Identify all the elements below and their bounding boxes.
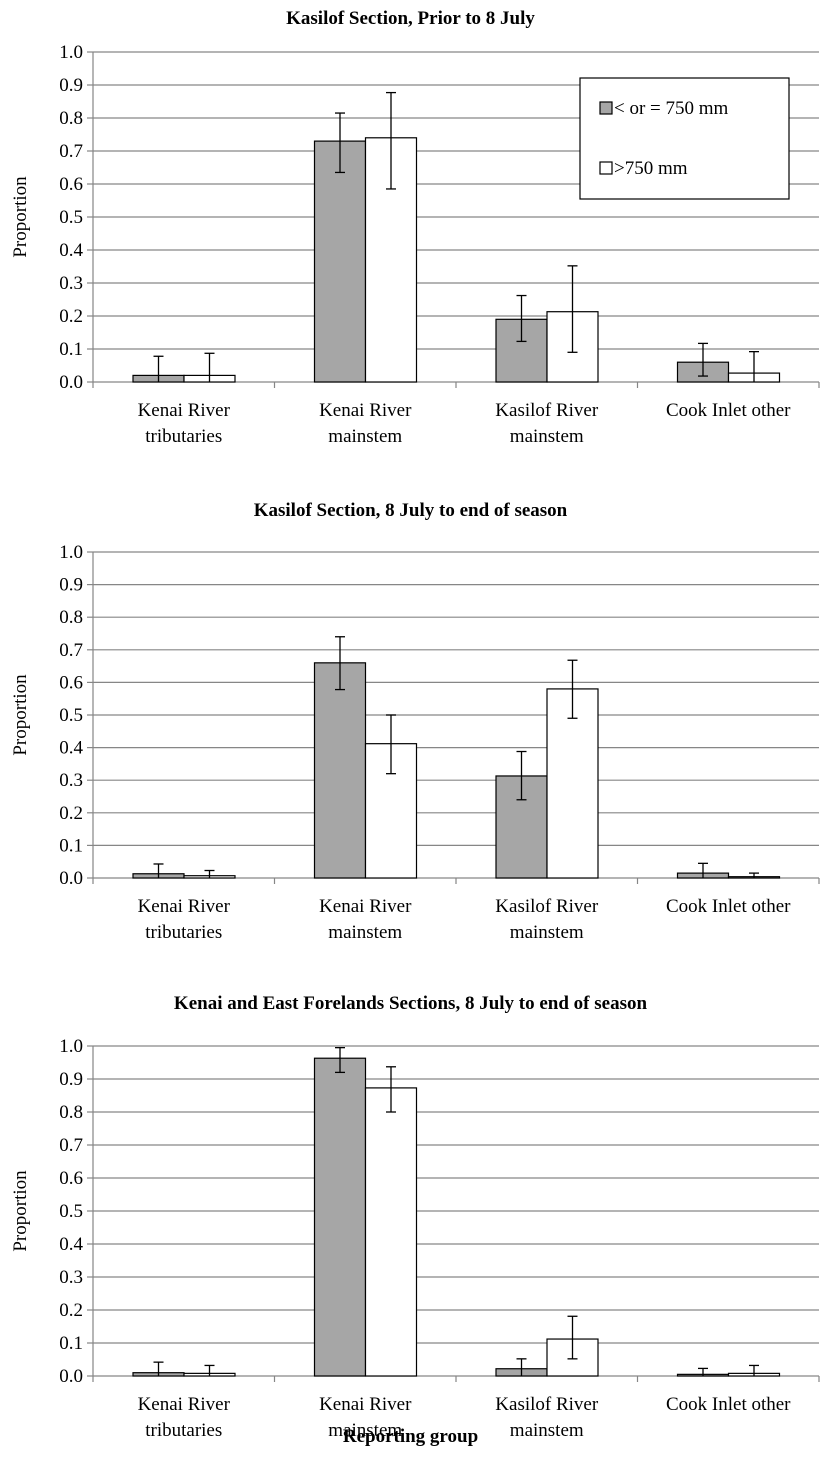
y-axis-label: Proportion [10,674,31,756]
x-tick-label: mainstem [510,426,584,447]
y-tick-label: 0.1 [59,339,83,360]
legend-label: < or = 750 mm [614,98,729,119]
bar [364,1087,418,1377]
y-tick-label: 0.5 [59,1201,83,1222]
x-tick-label: Kenai River [319,400,412,421]
y-axis-label: Proportion [10,176,31,258]
legend-swatch [599,101,613,115]
y-tick-label: 0.9 [59,75,83,96]
chart-3-title: Kenai and East Forelands Sections, 8 Jul… [173,993,648,1014]
bar [313,662,367,879]
x-tick-label: mainstem [328,426,402,447]
y-tick-label: 0.7 [59,640,83,661]
x-tick-label: Kasilof River [495,400,599,421]
y-tick-label: 0.4 [59,738,83,759]
chart-2-title: Kasilof Section, 8 July to end of season [253,500,568,521]
y-tick-label: 0.3 [59,1267,83,1288]
x-tick-label: Kenai River [319,896,412,917]
x-tick-label: tributaries [145,1420,222,1441]
y-tick-label: 0.0 [59,1366,83,1387]
x-tick-label: Kenai River [319,1394,412,1415]
y-tick-label: 1.0 [59,542,83,563]
x-tick-label: tributaries [145,922,222,943]
y-tick-label: 0.9 [59,575,83,596]
y-tick-label: 0.2 [59,1300,83,1321]
chart-1-title: Kasilof Section, Prior to 8 July [286,8,535,29]
y-tick-label: 1.0 [59,1036,83,1057]
y-tick-label: 0.2 [59,803,83,824]
y-tick-label: 0.6 [59,672,83,693]
y-tick-label: 0.3 [59,273,83,294]
y-axis-label: Proportion [10,1170,31,1252]
y-tick-label: 1.0 [59,42,83,63]
legend-swatch [599,161,613,175]
y-tick-label: 0.6 [59,174,83,195]
chart-3: 0.0 0.1 0.2 0.3 0.4 0.5 0.6 0.7 0.8 0.9 1.0 Proport… [10,1036,820,1441]
y-tick-label: 0.0 [59,372,83,393]
y-tick-label: 0.1 [59,1333,83,1354]
y-tick-label: 0.8 [59,607,83,628]
x-tick-label: mainstem [328,1420,402,1441]
x-tick-label: tributaries [145,426,222,447]
x-tick-label: mainstem [510,922,584,943]
y-tick-label: 0.8 [59,1102,83,1123]
x-tick-label: mainstem [328,922,402,943]
bar [313,140,367,383]
x-tick-label: Kasilof River [495,1394,599,1415]
x-tick-label: Cook Inlet other [666,1394,791,1415]
y-tick-label: 0.3 [59,770,83,791]
y-tick-label: 0.4 [59,240,83,261]
x-tick-label: Cook Inlet other [666,400,791,421]
y-tick-label: 0.7 [59,141,83,162]
chart-2: 0.0 0.1 0.2 0.3 0.4 0.5 0.6 0.7 0.8 0.9 1.0 Proport… [10,542,820,943]
y-tick-label: 0.5 [59,207,83,228]
x-axis-label: Reporting group [342,1426,479,1447]
y-tick-label: 0.6 [59,1168,83,1189]
x-tick-label: Kasilof River [495,896,599,917]
y-tick-label: 0.2 [59,306,83,327]
x-tick-label: Kenai River [138,896,231,917]
y-tick-label: 0.9 [59,1069,83,1090]
chart-1: 0.0 0.1 0.2 0.3 0.4 0.5 0.6 0.7 0.8 0.9 1.0 Proport… [10,42,820,447]
y-tick-label: 0.7 [59,1135,83,1156]
legend-box [579,77,790,200]
y-tick-label: 0.4 [59,1234,83,1255]
bar [546,688,599,879]
x-tick-label: Kenai River [138,1394,231,1415]
x-tick-label: Kenai River [138,400,231,421]
bar [313,1057,367,1377]
y-tick-label: 0.8 [59,108,83,129]
x-tick-label: Cook Inlet other [666,896,791,917]
x-tick-label: mainstem [510,1420,584,1441]
y-tick-label: 0.5 [59,705,83,726]
legend-label: >750 mm [614,158,688,179]
y-tick-label: 0.0 [59,868,83,889]
y-tick-label: 0.1 [59,835,83,856]
